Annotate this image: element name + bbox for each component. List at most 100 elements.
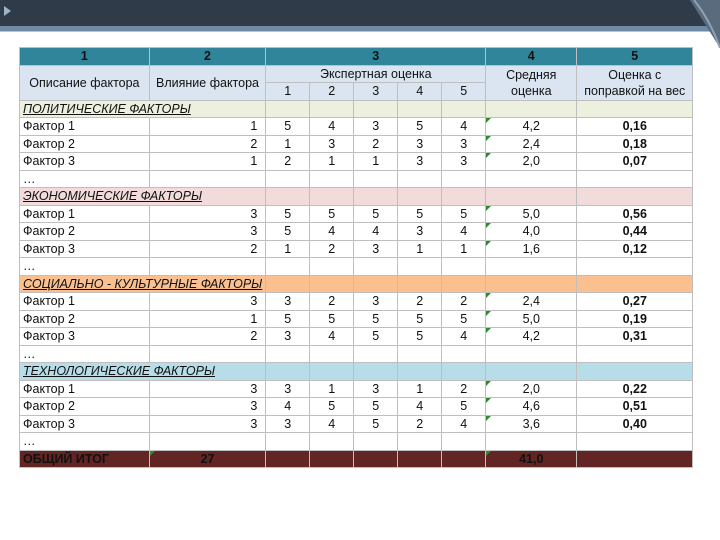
empty-cell — [148, 169, 267, 188]
expert-score: 2 — [309, 239, 355, 258]
expert-col: 4 — [397, 82, 443, 101]
avg-header: Средняя оценка — [485, 64, 578, 101]
col-number: 2 — [148, 47, 267, 66]
expert-col: 5 — [441, 82, 487, 101]
expert-score: 5 — [309, 309, 355, 328]
expert-score: 5 — [265, 222, 311, 241]
expert-score: 5 — [265, 117, 311, 136]
expert-score: 2 — [441, 379, 487, 398]
expert-score: 1 — [441, 239, 487, 258]
empty-cell — [485, 344, 578, 363]
empty-cell — [441, 169, 487, 188]
empty-cell — [485, 432, 578, 451]
weighted-score: 0,44 — [576, 222, 694, 241]
empty-cell — [397, 344, 443, 363]
col-number: 3 — [265, 47, 487, 66]
ellipsis-cell: … — [19, 257, 150, 276]
empty-cell — [441, 344, 487, 363]
expert-score: 1 — [309, 152, 355, 171]
average-score: 5,0 — [485, 204, 578, 223]
section-fill-cell — [265, 187, 311, 206]
factor-influence: 1 — [148, 117, 267, 136]
expert-score: 1 — [265, 239, 311, 258]
factor-row: Фактор 1 3 3 1 3 1 2 2,0 0,22 — [19, 379, 694, 398]
weighted-score: 0,31 — [576, 327, 694, 346]
factor-name: Фактор 3 — [19, 239, 150, 258]
section-fill-cell — [309, 99, 355, 118]
empty-cell — [576, 169, 694, 188]
expert-score: 5 — [353, 309, 399, 328]
expert-col: 3 — [353, 82, 399, 101]
expert-score: 5 — [441, 309, 487, 328]
expert-score: 5 — [265, 204, 311, 223]
col-number: 1 — [19, 47, 150, 66]
section-title: ЭКОНОМИЧЕСКИЕ ФАКТОРЫ — [18, 187, 267, 206]
empty-cell — [265, 344, 311, 363]
expert-score: 5 — [397, 309, 443, 328]
weighted-score: 0,56 — [576, 204, 694, 223]
empty-cell — [353, 169, 399, 188]
empty-cell — [397, 432, 443, 451]
expert-score: 4 — [309, 222, 355, 241]
empty-cell — [353, 344, 399, 363]
expert-score: 4 — [441, 327, 487, 346]
empty-cell — [441, 257, 487, 276]
section-fill-cell — [441, 187, 487, 206]
factor-name: Фактор 1 — [19, 292, 150, 311]
expert-score: 3 — [265, 414, 311, 433]
expert-score: 4 — [353, 222, 399, 241]
empty-cell — [397, 169, 443, 188]
section-fill-cell — [441, 362, 487, 381]
average-score: 3,6 — [485, 414, 578, 433]
total-influence: 27 — [148, 449, 267, 468]
average-score: 4,6 — [485, 397, 578, 416]
expert-score: 3 — [265, 292, 311, 311]
section-header-row: ЭКОНОМИЧЕСКИЕ ФАКТОРЫ — [18, 187, 694, 206]
average-score: 2,4 — [485, 134, 578, 153]
weighted-score: 0,18 — [576, 134, 694, 153]
section-title: ПОЛИТИЧЕСКИЕ ФАКТОРЫ — [18, 99, 267, 118]
section-fill-cell — [265, 99, 311, 118]
expert-score: 5 — [265, 309, 311, 328]
weighted-score: 0,16 — [576, 117, 694, 136]
total-empty-cell — [397, 449, 443, 468]
total-label: ОБЩИЙ ИТОГ — [19, 449, 150, 468]
weighted-score: 0,19 — [576, 309, 694, 328]
expert-score: 3 — [353, 292, 399, 311]
empty-cell — [309, 169, 355, 188]
average-score: 4,2 — [485, 327, 578, 346]
factor-row: Фактор 3 2 3 4 5 5 4 4,2 0,31 — [19, 327, 694, 346]
empty-cell — [309, 344, 355, 363]
expert-score: 2 — [397, 414, 443, 433]
expert-score: 3 — [397, 222, 443, 241]
factor-name: Фактор 1 — [19, 204, 150, 223]
section-fill-cell — [576, 99, 694, 118]
factor-name: Фактор 2 — [19, 309, 150, 328]
section-fill-cell — [353, 274, 399, 293]
factor-row: Фактор 3 1 2 1 1 3 3 2,0 0,07 — [19, 152, 694, 171]
empty-cell — [148, 432, 267, 451]
section-fill-cell — [309, 274, 355, 293]
factor-row: Фактор 1 1 5 4 3 5 4 4,2 0,16 — [19, 117, 694, 136]
pest-analysis-table: 1 2 3 4 5 Описание фактора Влияние факто… — [18, 47, 694, 468]
ellipsis-cell: … — [19, 344, 150, 363]
expert-score: 1 — [265, 134, 311, 153]
factor-name: Фактор 3 — [19, 152, 150, 171]
expert-score: 4 — [265, 397, 311, 416]
ellipsis-row: … — [19, 432, 694, 451]
slide-thin-line — [0, 31, 720, 32]
weighted-score: 0,07 — [576, 152, 694, 171]
expert-score: 4 — [441, 414, 487, 433]
expert-score: 2 — [309, 292, 355, 311]
average-score: 2,0 — [485, 379, 578, 398]
expert-score: 4 — [397, 397, 443, 416]
slide-top-bar — [0, 0, 720, 26]
factor-influence: 3 — [148, 414, 267, 433]
section-fill-cell — [309, 362, 355, 381]
ellipsis-cell: … — [19, 169, 150, 188]
page-curl-icon — [690, 0, 720, 48]
empty-cell — [148, 257, 267, 276]
section-header-row: ПОЛИТИЧЕСКИЕ ФАКТОРЫ — [18, 99, 694, 118]
expert-score: 2 — [353, 134, 399, 153]
ellipsis-row: … — [19, 257, 694, 276]
